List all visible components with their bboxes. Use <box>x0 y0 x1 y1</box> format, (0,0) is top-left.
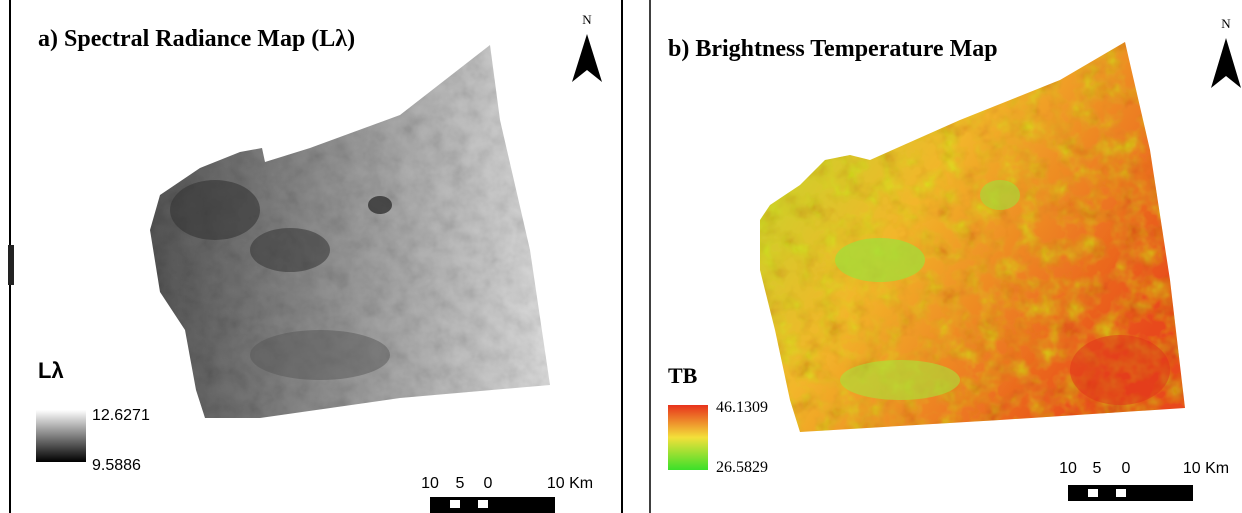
map-feature <box>840 360 960 400</box>
north-label: N <box>1221 16 1231 31</box>
legend-min: 26.5829 <box>716 459 768 476</box>
legend-ramp <box>668 405 708 470</box>
panel-b: b) Brightness Temperature Map N TB 46.13… <box>668 16 1241 501</box>
legend-title: TB <box>668 363 698 388</box>
scale-bar <box>1068 485 1193 501</box>
north-arrow <box>1211 38 1241 88</box>
scale-label: 10 <box>421 475 439 492</box>
scale-label: 0 <box>1122 460 1131 477</box>
scale-bar <box>1116 489 1126 497</box>
map-feature <box>980 180 1020 210</box>
north-label: N <box>582 12 592 27</box>
north-arrow <box>572 34 602 82</box>
legend-max: 12.6271 <box>92 407 150 424</box>
scale-label: 5 <box>1093 460 1102 477</box>
map-feature <box>368 196 392 214</box>
scale-bar <box>478 500 488 508</box>
panel-title: b) Brightness Temperature Map <box>668 36 998 62</box>
figure: a) Spectral Radiance Map (Lλ) N Lλ 12.62… <box>0 0 1242 513</box>
scale-label: 0 <box>484 475 493 492</box>
scale-label: 5 <box>456 475 465 492</box>
scale-label: 10 Km <box>1183 460 1229 477</box>
map-feature <box>835 238 925 282</box>
scale-label: 10 <box>1059 460 1077 477</box>
map-feature <box>170 180 260 240</box>
scale-bar <box>450 500 460 508</box>
map-feature <box>250 228 330 272</box>
map-feature <box>1070 335 1170 405</box>
legend-min: 9.5886 <box>92 457 141 474</box>
legend-max: 46.1309 <box>716 399 768 416</box>
map-feature <box>250 330 390 380</box>
panel-a: a) Spectral Radiance Map (Lλ) N Lλ 12.62… <box>36 12 602 513</box>
legend-ramp <box>36 410 86 462</box>
panel-title: a) Spectral Radiance Map (Lλ) <box>38 26 355 52</box>
scale-bar <box>430 497 555 513</box>
scale-label: 10 Km <box>547 475 593 492</box>
scale-bar <box>1088 489 1098 497</box>
legend-title: Lλ <box>38 358 64 383</box>
frame-tab <box>8 245 14 285</box>
